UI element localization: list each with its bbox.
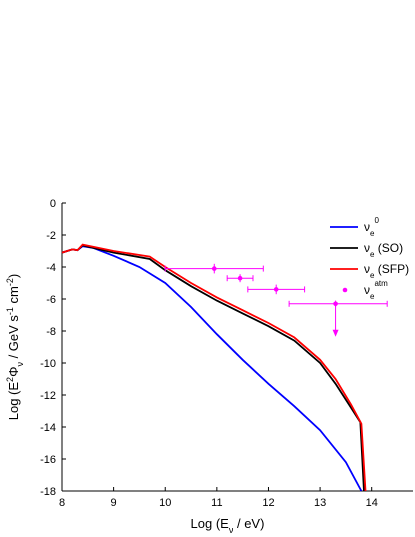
legend-sup: 0 — [374, 216, 379, 225]
y-tick-label: -14 — [40, 422, 56, 434]
x-tick-label: 11 — [211, 497, 222, 509]
y-tick-label: -12 — [40, 390, 56, 402]
legend-tail: (SO) — [374, 241, 403, 255]
x-label-part: / eV) — [233, 516, 264, 531]
legend-label: νe 0 — [364, 216, 379, 238]
y-label-part: Log (E — [6, 382, 21, 421]
x-tick-label: 9 — [111, 497, 117, 509]
y-label-part: cm — [6, 286, 21, 307]
y-tick-label: -10 — [40, 358, 56, 370]
y-tick-label: -4 — [46, 262, 56, 274]
legend-marker — [342, 287, 348, 293]
legend-label: νe (SO) — [364, 241, 403, 259]
data-point — [273, 287, 279, 292]
x-tick-label: 14 — [366, 497, 378, 509]
x-axis-label: Log (Eν / eV) — [191, 516, 265, 535]
legend-base: ν — [364, 283, 370, 297]
legend-sub: e — [370, 292, 375, 301]
y-label-part: / GeV s — [6, 315, 21, 362]
x-label-part: Log (E — [191, 516, 230, 531]
legend-base: ν — [364, 241, 370, 255]
series-line — [61, 243, 367, 492]
y-label-part: Φ — [6, 367, 21, 377]
data-point — [333, 301, 338, 307]
y-tick-label: -2 — [46, 230, 56, 242]
x-label-part: ν — [229, 525, 234, 535]
legend-label: νe (SFP) — [364, 262, 409, 280]
x-tick-label: 12 — [262, 497, 274, 509]
y-tick-label: -18 — [40, 486, 56, 498]
x-tick-label: 10 — [159, 497, 171, 509]
data-point — [237, 275, 243, 281]
y-tick-label: -8 — [46, 326, 56, 338]
x-tick-label: 13 — [314, 497, 326, 509]
y-label-part: 2 — [5, 377, 15, 382]
y-axis-label: Log (E2Φν / GeV s-1 cm-2) — [5, 274, 25, 421]
y-label-part: ν — [15, 362, 25, 367]
y-label-part: -1 — [5, 307, 15, 315]
y-tick-label: -6 — [46, 294, 56, 306]
data-point — [211, 266, 217, 271]
legend-base: ν — [364, 220, 370, 234]
arrow-head — [332, 329, 339, 337]
legend-sub: e — [370, 250, 375, 259]
x-tick-label: 8 — [59, 497, 65, 509]
legend-tail: (SFP) — [374, 262, 409, 276]
y-tick-label: 0 — [50, 198, 56, 210]
y-label-part: ) — [6, 274, 21, 278]
y-label-part: -2 — [5, 278, 15, 286]
legend-sub: e — [370, 271, 375, 280]
series-line — [61, 245, 363, 492]
legend-sub: e — [370, 229, 375, 238]
legend-base: ν — [364, 262, 370, 276]
legend-label: νe atm — [364, 279, 388, 301]
legend-sup: atm — [374, 279, 388, 288]
y-tick-label: -16 — [40, 454, 56, 466]
series-line — [61, 244, 365, 492]
